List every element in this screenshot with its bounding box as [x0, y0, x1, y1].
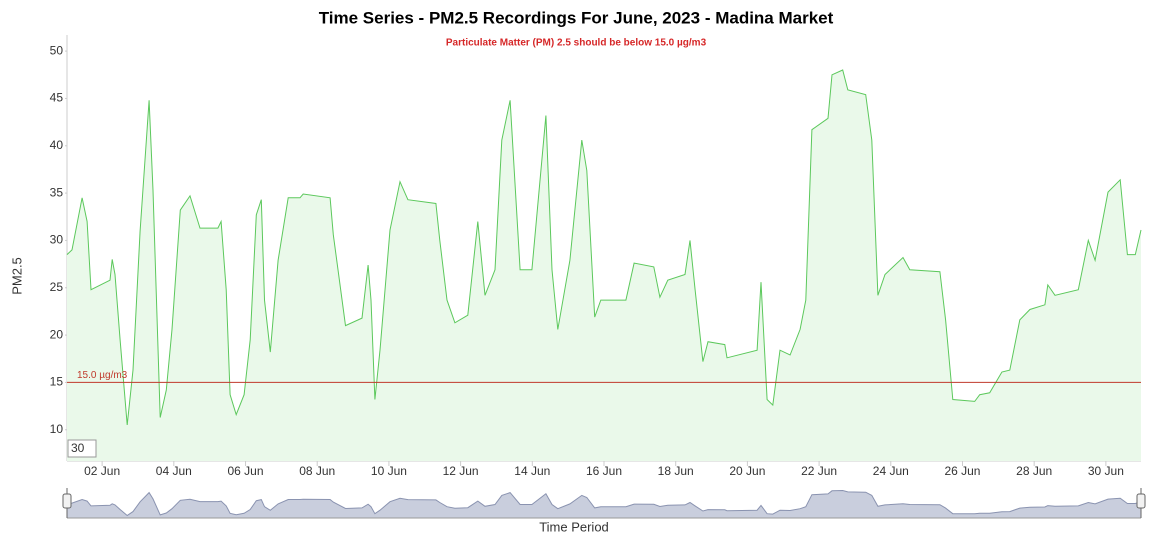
y-tick-label: 30: [50, 233, 64, 247]
y-tick-label: 40: [50, 138, 64, 152]
series-line: [66, 69, 1142, 426]
x-axis-label: Time Period: [539, 519, 609, 534]
navigator-handle: [62, 493, 72, 509]
series-line-fill: [67, 70, 1141, 461]
x-tick-label: 10 Jun: [371, 464, 407, 478]
x-tick-label: 24 Jun: [873, 464, 909, 478]
range-input: 30: [71, 441, 85, 455]
x-tick-label: 14 Jun: [514, 464, 550, 478]
y-axis-label: PM2.5: [9, 257, 24, 295]
chart-title: Time Series - PM2.5 Recordings For June,…: [319, 8, 834, 27]
x-tick-label: 20 Jun: [729, 464, 765, 478]
chart-subtitle: Particulate Matter (PM) 2.5 should be be…: [446, 38, 707, 49]
range-input-box: [67, 439, 97, 458]
y-tick-label: 35: [50, 185, 64, 199]
x-tick-label: 26 Jun: [944, 464, 980, 478]
x-tick-label: 18 Jun: [658, 464, 694, 478]
y-tick-label: 50: [50, 43, 64, 57]
navigator-line: [66, 489, 1142, 517]
x-tick-label: 08 Jun: [299, 464, 335, 478]
y-tick-label: 20: [50, 327, 64, 341]
x-tick-label: 04 Jun: [156, 464, 192, 478]
threshold-label: 15.0 µg/m3: [77, 370, 128, 381]
y-tick-label: 15: [50, 375, 64, 389]
navigator-handle: [1136, 493, 1146, 509]
x-tick-label: 06 Jun: [228, 464, 264, 478]
x-tick-label: 12 Jun: [443, 464, 479, 478]
y-tick-label: 25: [50, 280, 64, 294]
x-tick-label: 16 Jun: [586, 464, 622, 478]
x-tick-label: 02 Jun: [84, 464, 120, 478]
y-tick-label: 10: [50, 422, 64, 436]
x-tick-label: 28 Jun: [1016, 464, 1052, 478]
x-tick-label: 22 Jun: [801, 464, 837, 478]
y-tick-label: 45: [50, 91, 64, 105]
x-tick-label: 30 Jun: [1088, 464, 1124, 478]
